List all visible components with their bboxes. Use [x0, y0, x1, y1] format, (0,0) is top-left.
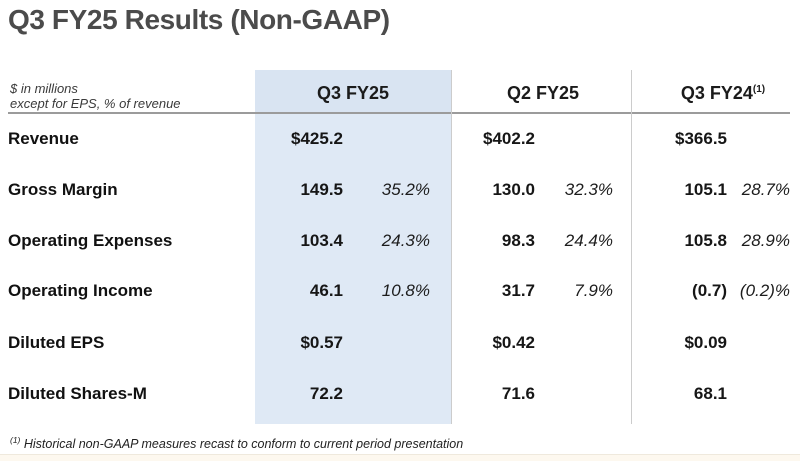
- cell-q3fy24-value: 105.8: [684, 231, 727, 250]
- cell-q3fy25-value: 103.4: [300, 231, 343, 250]
- row-label: Diluted EPS: [8, 333, 105, 352]
- cell-q3fy24-value: $366.5: [675, 129, 727, 148]
- highlight-column-q3fy25: [255, 70, 451, 424]
- row-label: Operating Expenses: [8, 231, 173, 250]
- cell-q3fy25-value: 149.5: [300, 180, 343, 199]
- cell-q3fy25-value: $425.2: [291, 129, 343, 148]
- cell-q3fy24-pct: 28.7%: [741, 180, 790, 199]
- cell-q2fy25-pct: 24.4%: [564, 231, 613, 250]
- cell-q3fy24-value: $0.09: [684, 333, 727, 352]
- unit-note-line2: except for EPS, % of revenue: [10, 96, 181, 111]
- column-header-label: Q2 FY25: [506, 83, 580, 103]
- cell-q3fy25-value: 72.2: [309, 384, 343, 403]
- table-row-operating-expenses: Operating Expenses 103.4 24.3% 98.3 24.4…: [0, 231, 800, 253]
- table-row-gross-margin: Gross Margin 149.5 35.2% 130.0 32.3% 105…: [0, 180, 800, 202]
- cell-q3fy24-pct: 28.9%: [741, 231, 790, 250]
- cell-q3fy25-pct: 35.2%: [381, 180, 430, 199]
- column-header-q3fy24: Q3 FY24(1): [641, 83, 800, 104]
- cell-q3fy25-value: $0.57: [300, 333, 343, 352]
- cell-q2fy25-value: $402.2: [483, 129, 535, 148]
- highlight-column-header: [255, 70, 451, 113]
- column-header-q3fy25: Q3 FY25: [255, 83, 451, 104]
- cell-q2fy25-value: $0.42: [492, 333, 535, 352]
- footnote: (1) Historical non-GAAP measures recast …: [10, 435, 463, 451]
- slide-bottom-edge: [0, 454, 800, 461]
- column-header-label: Q3 FY24: [680, 83, 753, 103]
- cell-q3fy24-pct: (0.2)%: [739, 281, 790, 300]
- column-header-q2fy25: Q2 FY25: [461, 83, 625, 104]
- table-row-diluted-eps: Diluted EPS $0.57 $0.42 $0.09: [0, 333, 800, 355]
- row-label: Revenue: [8, 129, 79, 148]
- table-row-operating-income: Operating Income 46.1 10.8% 31.7 7.9% (0…: [0, 281, 800, 303]
- column-divider-2: [631, 70, 632, 424]
- unit-note-line1: $ in millions: [10, 81, 78, 96]
- row-label: Diluted Shares-M: [8, 384, 147, 403]
- unit-note: $ in millions except for EPS, % of reven…: [10, 81, 181, 111]
- footnote-marker: (1): [10, 435, 21, 445]
- header-rule: [8, 112, 790, 114]
- cell-q3fy25-pct: 24.3%: [381, 231, 430, 250]
- cell-q2fy25-value: 71.6: [501, 384, 535, 403]
- cell-q3fy24-value: 105.1: [684, 180, 727, 199]
- footnote-marker-ref: (1): [752, 84, 766, 95]
- footnote-text: Historical non-GAAP measures recast to c…: [20, 437, 464, 452]
- cell-q2fy25-pct: 32.3%: [564, 180, 613, 199]
- cell-q3fy24-value: 68.1: [693, 384, 727, 403]
- cell-q3fy25-pct: 10.8%: [381, 281, 430, 300]
- row-label: Gross Margin: [8, 180, 118, 199]
- column-divider-1: [451, 70, 452, 424]
- row-label: Operating Income: [8, 281, 153, 300]
- cell-q2fy25-value: 31.7: [501, 281, 535, 300]
- cell-q3fy24-value: (0.7): [692, 281, 727, 300]
- cell-q2fy25-value: 130.0: [492, 180, 535, 199]
- cell-q2fy25-pct: 7.9%: [574, 281, 613, 300]
- page-title: Q3 FY25 Results (Non-GAAP): [8, 4, 390, 35]
- cell-q2fy25-value: 98.3: [501, 231, 535, 250]
- cell-q3fy25-value: 46.1: [309, 281, 343, 300]
- table-row-revenue: Revenue $425.2 $402.2 $366.5: [0, 129, 800, 151]
- table-row-diluted-shares: Diluted Shares-M 72.2 71.6 68.1: [0, 384, 800, 406]
- column-header-label: Q3 FY25: [316, 83, 390, 103]
